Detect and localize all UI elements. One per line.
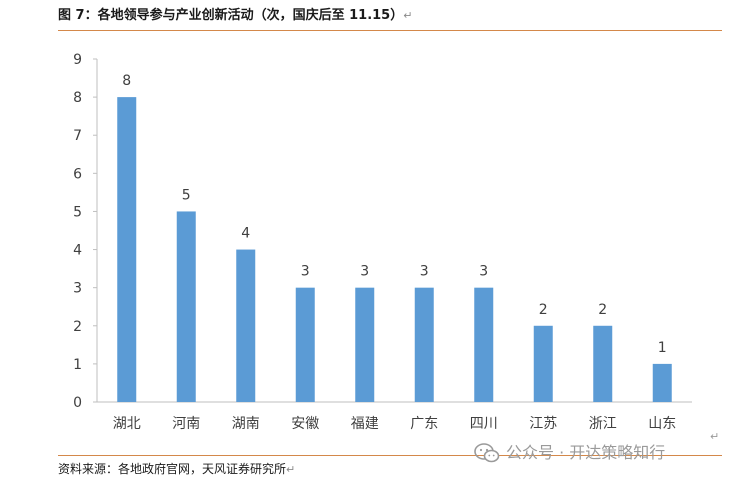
source-note: 资料来源：各地政府官网，天风证券研究所↵ [58,459,295,479]
source-text: 资料来源：各地政府官网，天风证券研究所 [58,462,287,476]
y-tick-label: 6 [73,166,82,182]
x-axis: 湖北 河南 湖南 安徽 福建 广东 四川 江苏 浙江 山东 [97,401,692,432]
footer-divider [58,455,722,456]
y-tick-label: 9 [73,52,82,68]
bar-7 [474,287,494,402]
y-tick-label: 8 [73,90,82,106]
x-tick-label-10: 山东 [648,416,676,432]
x-tick-label-4: 安徽 [291,416,319,432]
bar-1 [117,97,137,402]
x-tick-label-6: 广东 [410,416,438,432]
bar-4 [295,287,315,402]
figure-title-text: 图 7：各地领导参与产业创新活动（次，国庆后至 11.15） [58,8,404,23]
bar-2 [176,211,196,402]
y-tick-label: 4 [73,243,82,259]
data-label-4: 3 [301,264,310,280]
data-label-3: 4 [241,226,250,242]
data-label-10: 1 [658,340,667,356]
data-label-1: 8 [122,73,131,89]
x-tick-label-5: 福建 [351,416,379,432]
watermark-text: 公众号 · 开达策略知行 [506,443,666,462]
data-labels: 8 5 4 3 3 3 3 2 2 1 [122,73,666,356]
x-tick-label-9: 浙江 [589,416,617,432]
y-tick-label: 7 [73,128,82,144]
y-tick-label: 3 [73,281,82,297]
bar-3 [236,249,256,402]
x-tick-label-1: 湖北 [113,416,141,432]
y-tick-label: 1 [73,357,82,373]
y-tick-label: 2 [73,319,82,335]
data-label-7: 3 [479,264,488,280]
x-tick-label-8: 江苏 [529,416,557,432]
data-label-5: 3 [360,264,369,280]
bar-5 [355,287,375,402]
source-return-mark: ↵ [286,463,296,476]
watermark-return-mark: ↵ [710,430,720,443]
watermark: 公众号 · 开达策略知行 [474,441,665,465]
x-tick-label-2: 河南 [172,416,200,432]
title-divider [58,30,722,31]
y-tick-label: 5 [73,204,82,220]
data-label-2: 5 [182,187,191,203]
bar-10 [652,363,672,402]
title-return-mark: ↵ [403,9,413,22]
bar-8 [533,325,553,402]
wechat-icon [474,443,500,463]
bar-6 [414,287,434,402]
x-tick-label-7: 四川 [470,416,498,432]
data-label-6: 3 [420,264,429,280]
x-tick-label-3: 湖南 [232,416,260,432]
data-label-9: 2 [598,302,607,318]
y-axis: 0 1 2 3 4 5 6 7 8 9 [73,52,98,411]
bars-series [117,97,672,402]
data-label-8: 2 [539,302,548,318]
figure-title: 图 7：各地领导参与产业创新活动（次，国庆后至 11.15）↵ [58,4,412,28]
y-tick-label: 0 [73,395,82,411]
bar-9 [593,325,613,402]
